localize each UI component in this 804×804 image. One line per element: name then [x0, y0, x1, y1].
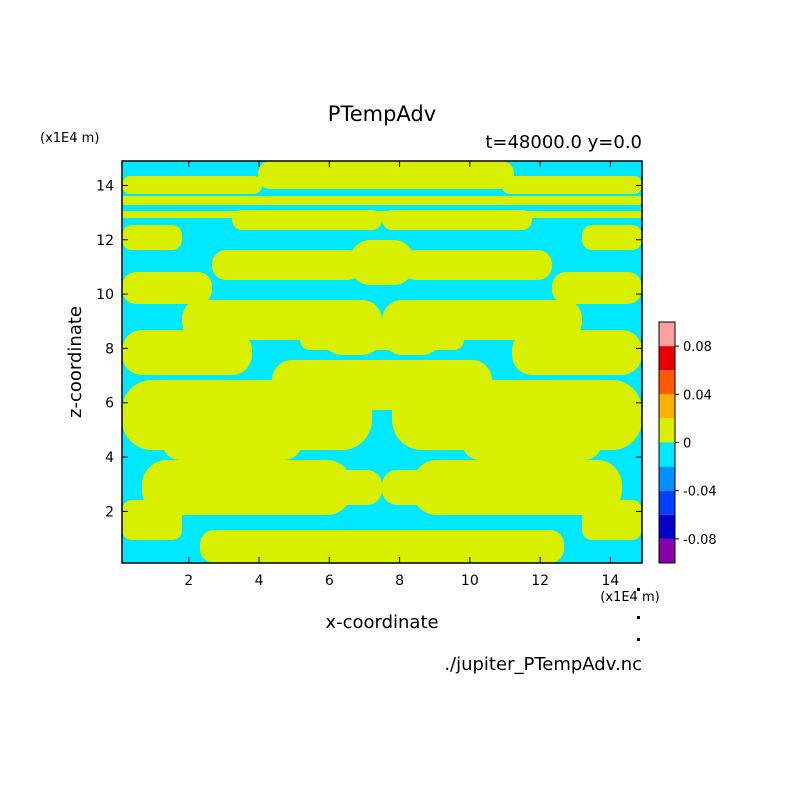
- positive-region: [512, 330, 642, 375]
- y-tick-label: 2: [105, 504, 114, 520]
- y-unit-label: (x1E4 m): [40, 131, 99, 146]
- x-tick-label: 10: [461, 573, 479, 589]
- positive-region: [552, 272, 642, 304]
- colorbar-segment: [659, 394, 675, 419]
- positive-region: [122, 272, 212, 304]
- y-tick-label: 10: [96, 287, 114, 303]
- positive-region: [582, 500, 642, 540]
- footer-markers: [637, 588, 640, 641]
- y-tick-label: 4: [105, 450, 114, 466]
- colorbar-segment: [659, 538, 675, 563]
- y-axis: 2 4 6 8 10 12 14: [96, 178, 642, 520]
- colorbar-segment: [659, 466, 675, 491]
- positive-region: [122, 196, 642, 205]
- y-tick-label: 8: [105, 341, 114, 357]
- chart-title: PTempAdv: [328, 102, 436, 126]
- positive-region: [122, 211, 642, 218]
- positive-regions: [122, 161, 642, 563]
- x-axis: 2 4 6 8 10 12 14: [184, 161, 619, 589]
- positive-region: [462, 420, 602, 460]
- positive-region: [122, 225, 182, 250]
- colorbar-segment: [659, 442, 675, 467]
- x-tick-label: 14: [601, 573, 619, 589]
- x-axis-title: x-coordinate: [325, 612, 438, 633]
- positive-region: [122, 500, 182, 540]
- positive-region: [292, 470, 382, 505]
- colorbar-tick-label: 0.08: [683, 340, 712, 355]
- positive-region: [502, 176, 642, 194]
- positive-region: [258, 161, 514, 189]
- colorbar-segment: [659, 490, 675, 515]
- positive-region: [162, 420, 302, 460]
- positive-region: [582, 225, 642, 250]
- colorbar-tick-label: -0.04: [683, 485, 717, 500]
- chart-subtitle: t=48000.0 y=0.0: [485, 132, 642, 153]
- positive-region: [212, 250, 362, 280]
- colorbar-tick-label: -0.08: [683, 533, 717, 548]
- colorbar-segment: [659, 418, 675, 443]
- y-axis-title: z-coordinate: [65, 306, 86, 418]
- x-tick-label: 6: [325, 573, 334, 589]
- positive-region: [300, 330, 464, 350]
- x-tick-label: 2: [184, 573, 193, 589]
- positive-region: [200, 530, 564, 563]
- positive-region: [122, 330, 252, 375]
- positive-region: [340, 360, 424, 410]
- x-tick-label: 4: [255, 573, 264, 589]
- x-tick-label: 8: [395, 573, 404, 589]
- colorbar-tick-label: 0.04: [683, 388, 712, 403]
- colorbar-segment: [659, 514, 675, 539]
- x-unit-label: (x1E4 m): [600, 590, 659, 605]
- positive-region: [402, 250, 552, 280]
- plot-frame: [121, 160, 643, 564]
- positive-region: [122, 176, 262, 194]
- x-tick-label: 12: [531, 573, 549, 589]
- source-file-label: ./jupiter_PTempAdv.nc: [444, 654, 642, 675]
- colorbar: -0.08 -0.04 0 0.04 0.08: [658, 321, 717, 564]
- contour-field: [122, 161, 642, 563]
- plot-area: [121, 160, 643, 564]
- positive-region: [382, 470, 472, 505]
- positive-region: [350, 240, 414, 285]
- colorbar-segment: [659, 322, 675, 347]
- colorbar-segment: [659, 370, 675, 395]
- y-tick-label: 6: [105, 396, 114, 412]
- colorbar-segment: [659, 346, 675, 371]
- colorbar-tick-label: 0: [683, 437, 691, 452]
- y-tick-label: 12: [96, 233, 114, 249]
- y-tick-label: 14: [96, 178, 114, 194]
